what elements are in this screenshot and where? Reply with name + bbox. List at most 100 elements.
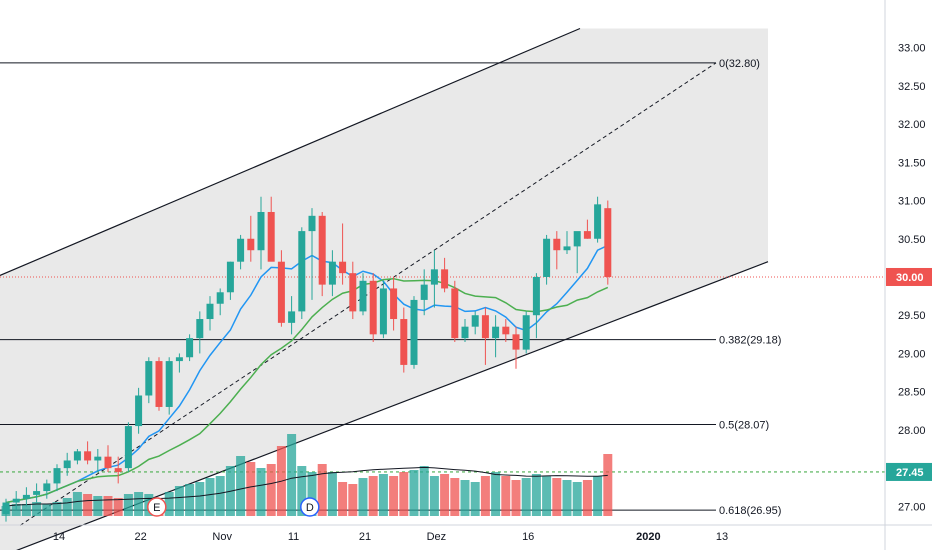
candle[interactable] xyxy=(553,231,561,270)
volume-bar[interactable] xyxy=(480,476,490,516)
candle[interactable] xyxy=(114,456,122,484)
volume-bar[interactable] xyxy=(123,494,133,516)
candle[interactable] xyxy=(165,357,173,415)
candle[interactable] xyxy=(298,227,306,320)
candle[interactable] xyxy=(277,250,285,327)
volume-bar[interactable] xyxy=(246,462,256,516)
volume-bar[interactable] xyxy=(399,472,409,516)
volume-bar[interactable] xyxy=(603,454,613,516)
candle[interactable] xyxy=(216,288,224,316)
channel-median-line[interactable] xyxy=(19,62,717,526)
candle[interactable] xyxy=(175,353,183,373)
volume-bar[interactable] xyxy=(256,468,266,516)
candle[interactable] xyxy=(288,296,296,335)
candle[interactable] xyxy=(502,319,510,342)
candle[interactable] xyxy=(73,449,81,465)
volume-bar[interactable] xyxy=(215,476,225,516)
candle[interactable] xyxy=(379,280,387,339)
candle[interactable] xyxy=(492,315,500,358)
volume-bar[interactable] xyxy=(72,492,82,516)
candle[interactable] xyxy=(359,273,367,316)
candle[interactable] xyxy=(410,296,418,369)
volume-bar[interactable] xyxy=(93,496,103,516)
candle[interactable] xyxy=(471,311,479,335)
candle[interactable] xyxy=(318,211,326,297)
candle[interactable] xyxy=(451,280,459,342)
candle[interactable] xyxy=(594,196,602,243)
volume-bar[interactable] xyxy=(450,478,460,516)
volume-bar[interactable] xyxy=(358,478,368,516)
candle[interactable] xyxy=(328,250,336,297)
volume-bar[interactable] xyxy=(42,504,52,516)
volume-bar[interactable] xyxy=(521,478,531,516)
volume-bar[interactable] xyxy=(52,502,62,516)
candle[interactable] xyxy=(237,234,245,270)
candle[interactable] xyxy=(308,208,316,300)
volume-bar[interactable] xyxy=(62,498,72,516)
candle[interactable] xyxy=(12,491,20,511)
volume-bar[interactable] xyxy=(307,472,317,516)
volume-bar[interactable] xyxy=(134,492,144,516)
volume-bar[interactable] xyxy=(531,474,541,516)
candle[interactable] xyxy=(390,276,398,331)
candle[interactable] xyxy=(267,196,275,262)
volume-bar[interactable] xyxy=(21,504,31,516)
candle[interactable] xyxy=(145,357,153,404)
volume-bar[interactable] xyxy=(32,502,42,516)
volume-bar[interactable] xyxy=(460,480,470,516)
volume-bar[interactable] xyxy=(164,492,174,516)
volume-bar[interactable] xyxy=(205,478,215,516)
candle[interactable] xyxy=(604,200,612,285)
volume-bar[interactable] xyxy=(327,472,337,516)
candle[interactable] xyxy=(155,357,163,411)
volume-bar[interactable] xyxy=(348,484,358,516)
volume-bar[interactable] xyxy=(83,494,93,516)
candle[interactable] xyxy=(94,449,102,472)
volume-bar[interactable] xyxy=(409,470,419,516)
volume-bar[interactable] xyxy=(317,464,327,516)
volume-bar[interactable] xyxy=(195,482,205,516)
candle[interactable] xyxy=(53,464,61,492)
candle[interactable] xyxy=(543,234,551,285)
candle[interactable] xyxy=(226,261,234,300)
candle[interactable] xyxy=(104,445,112,472)
candle[interactable] xyxy=(400,307,408,373)
event-marker-e[interactable]: E xyxy=(147,497,167,517)
candle[interactable] xyxy=(532,273,540,339)
event-marker-d[interactable]: D xyxy=(300,497,320,517)
volume-bar[interactable] xyxy=(542,476,552,516)
volume-bar[interactable] xyxy=(389,476,399,516)
candle[interactable] xyxy=(349,261,357,320)
channel-upper-line[interactable] xyxy=(0,27,581,277)
volume-bar[interactable] xyxy=(236,456,246,516)
candle[interactable] xyxy=(135,387,143,434)
volume-bar[interactable] xyxy=(338,482,348,516)
candle[interactable] xyxy=(583,219,591,239)
volume-bar[interactable] xyxy=(287,434,297,516)
candle[interactable] xyxy=(369,273,377,342)
candle[interactable] xyxy=(441,257,449,293)
volume-bar[interactable] xyxy=(419,466,429,516)
volume-bar[interactable] xyxy=(582,480,592,516)
candle[interactable] xyxy=(196,311,204,354)
volume-bar[interactable] xyxy=(113,498,123,516)
candle[interactable] xyxy=(512,326,520,369)
volume-bar[interactable] xyxy=(185,484,195,516)
volume-bar[interactable] xyxy=(511,480,521,516)
candle[interactable] xyxy=(2,498,10,522)
volume-bar[interactable] xyxy=(429,476,439,516)
volume-bar[interactable] xyxy=(174,486,184,516)
slow-ma-line[interactable] xyxy=(5,277,609,504)
candle[interactable] xyxy=(206,296,214,331)
volume-bar[interactable] xyxy=(501,476,511,516)
candle[interactable] xyxy=(124,422,132,472)
candle[interactable] xyxy=(563,231,571,255)
candle[interactable] xyxy=(257,196,265,270)
volume-bar[interactable] xyxy=(470,482,480,516)
candle[interactable] xyxy=(63,452,71,476)
volume-bar[interactable] xyxy=(368,476,378,516)
candle[interactable] xyxy=(43,479,51,499)
volume-bar[interactable] xyxy=(297,466,307,516)
volume-bar[interactable] xyxy=(266,464,276,516)
